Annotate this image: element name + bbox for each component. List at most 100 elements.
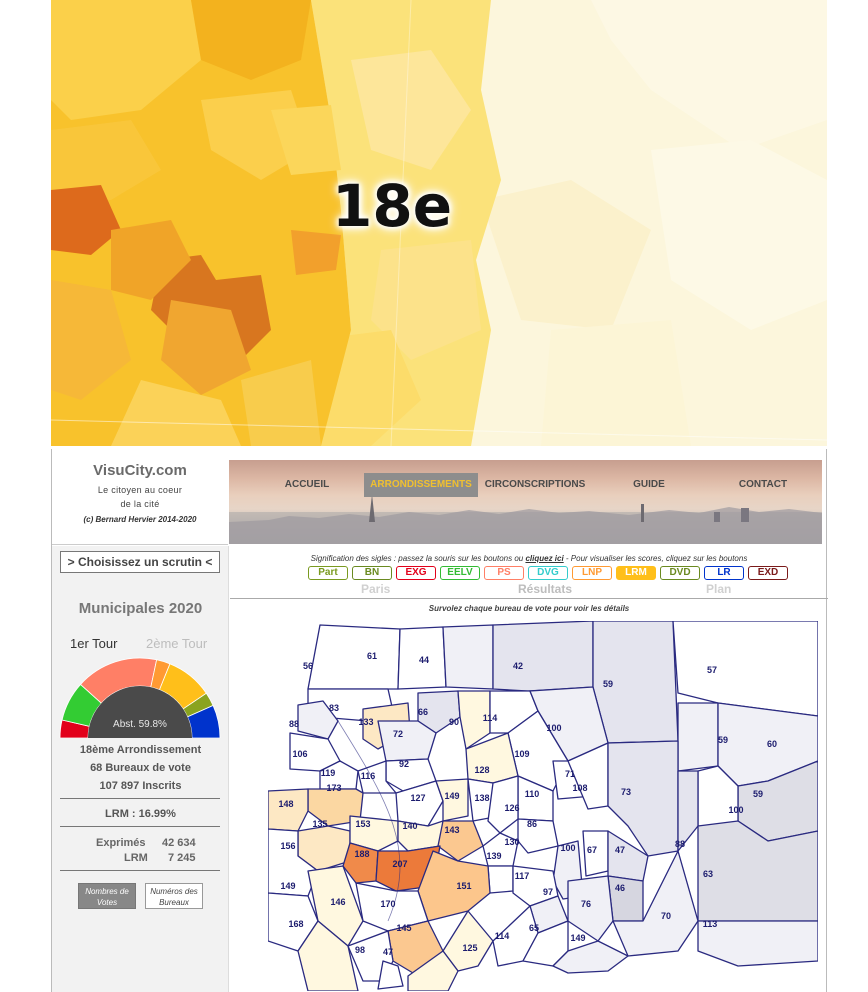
bureau-98[interactable]: [377, 960, 404, 990]
bureau-label: 76: [581, 899, 591, 909]
party-button-dvg[interactable]: DVG: [528, 566, 568, 580]
bureau-57[interactable]: [672, 621, 818, 717]
party-button-lr[interactable]: LR: [704, 566, 744, 580]
party-button-ps[interactable]: PS: [484, 566, 524, 580]
bureau-44[interactable]: [442, 624, 494, 690]
bureau-65[interactable]: [697, 920, 818, 967]
bureau-label: 66: [418, 707, 428, 717]
divider: [60, 798, 220, 799]
bureau-label: 100: [546, 723, 561, 733]
nav-arrondissements[interactable]: ARRONDISSEMENTS: [364, 473, 478, 497]
bureau-label: 100: [728, 805, 743, 815]
nav-circonscriptions[interactable]: CIRCONSCRIPTIONS: [484, 479, 586, 490]
abstention-label: Abst. 59.8%: [113, 719, 167, 730]
bureau-label: 146: [330, 897, 345, 907]
arrondissement-choropleth-map: [51, 0, 827, 446]
bureau-168[interactable]: [297, 920, 359, 991]
bureau-126[interactable]: [487, 775, 519, 834]
bureau-label: 47: [383, 947, 393, 957]
party-button-part[interactable]: Part: [308, 566, 348, 580]
brand-block: VisuCity.com Le citoyen au coeur de la c…: [52, 449, 228, 545]
bureaux-count: 68 Bureaux de vote: [90, 762, 191, 774]
bureau-label: 116: [361, 771, 376, 781]
bureau-label: 86: [527, 819, 537, 829]
bureau-59-east[interactable]: [677, 702, 719, 772]
tab-paris[interactable]: Paris: [361, 582, 391, 596]
bureau-76[interactable]: [567, 875, 614, 942]
bureau-130[interactable]: [482, 832, 519, 867]
bureau-146[interactable]: [307, 865, 364, 947]
bureau-label: 113: [703, 919, 718, 929]
divider: [60, 826, 220, 827]
bureau-47-south[interactable]: [552, 940, 629, 974]
bureaux-de-vote-map[interactable]: 56 61 44 42 57 59 83 133 66 90 114 100 59 60 88 106 72 10…: [268, 621, 818, 991]
party-button-lnp[interactable]: LNP: [572, 566, 612, 580]
bureau-66[interactable]: [417, 690, 461, 734]
bureau-139[interactable]: [487, 865, 514, 894]
bureau-149-south[interactable]: [407, 950, 459, 991]
bureau-63[interactable]: [697, 820, 818, 922]
bureau-label: 92: [399, 759, 409, 769]
bureau-label: 98: [355, 945, 365, 955]
bureau-label: 140: [402, 821, 417, 831]
tab-plan[interactable]: Plan: [706, 582, 732, 596]
bureau-188[interactable]: [342, 842, 379, 884]
choose-scrutin-button[interactable]: > Choisissez un scrutin <: [60, 551, 220, 573]
votes-count-button[interactable]: Nombres de Votes: [78, 883, 136, 909]
tab-tour-2[interactable]: 2ème Tour: [146, 636, 208, 651]
site-tagline-2: de la cité: [120, 499, 160, 509]
bureau-149-mid[interactable]: [435, 778, 469, 822]
party-button-dvd[interactable]: DVD: [660, 566, 700, 580]
bureau-143[interactable]: [437, 820, 484, 862]
election-title: Municipales 2020: [78, 600, 203, 617]
bureau-label: 125: [462, 943, 477, 953]
bureau-label: 83: [329, 703, 339, 713]
abstention-core: [88, 686, 192, 738]
bureau-88-west[interactable]: [297, 700, 339, 740]
party-button-eelv[interactable]: EELV: [440, 566, 480, 580]
bureau-86[interactable]: [517, 818, 559, 854]
bureau-label: 170: [380, 899, 395, 909]
party-button-exg[interactable]: EXG: [396, 566, 436, 580]
bureau-numbers-button[interactable]: Numéros des Bureaux: [145, 883, 203, 909]
party-button-bn[interactable]: BN: [352, 566, 392, 580]
tab-tour-1[interactable]: 1er Tour: [70, 636, 118, 651]
bureau-56[interactable]: [307, 624, 401, 690]
bureau-127[interactable]: [395, 780, 444, 827]
bureau-119[interactable]: [319, 760, 359, 790]
bureau-label: 71: [565, 769, 575, 779]
exprimes-label: Exprimés: [96, 837, 146, 849]
bureau-label: 67: [587, 845, 597, 855]
bureau-90[interactable]: [457, 690, 491, 750]
bureau-label: 70: [661, 911, 671, 921]
bureau-label: 168: [288, 919, 303, 929]
legend-help-link[interactable]: cliquez ici: [525, 554, 564, 563]
bureau-114-south[interactable]: [522, 920, 569, 967]
party-button-lrm[interactable]: LRM: [616, 566, 656, 580]
bureau-label: 126: [504, 803, 519, 813]
bureau-label: 143: [444, 825, 459, 835]
bureau-label: 61: [367, 651, 377, 661]
bureau-42[interactable]: [492, 621, 594, 692]
party-button-exd[interactable]: EXD: [748, 566, 788, 580]
nav-contact[interactable]: CONTACT: [738, 479, 788, 490]
legend-note-suffix: - Pour visualiser les scores, cliquez su…: [563, 554, 748, 563]
bureau-label: 56: [303, 661, 313, 671]
bureau-label: 109: [514, 749, 529, 759]
tab-resultats[interactable]: Résultats: [518, 582, 573, 596]
site-title[interactable]: VisuCity.com: [93, 462, 187, 479]
nav-guide[interactable]: GUIDE: [633, 479, 665, 490]
tabs-divider: [230, 598, 828, 599]
bureau-148[interactable]: [268, 788, 309, 832]
site-tagline-1: Le citoyen au coeur: [97, 485, 183, 495]
bureau-72[interactable]: [377, 720, 437, 762]
bureau-153[interactable]: [349, 815, 399, 852]
bureau-151[interactable]: [417, 850, 491, 922]
bureau-label: 73: [621, 787, 631, 797]
nav-accueil[interactable]: ACCUEIL: [284, 479, 330, 490]
bureau-46[interactable]: [607, 875, 644, 922]
bureau-label: 130: [504, 837, 519, 847]
bureau-label: 145: [396, 923, 411, 933]
bureau-label: 88: [289, 719, 299, 729]
bureau-label: 100: [560, 843, 575, 853]
